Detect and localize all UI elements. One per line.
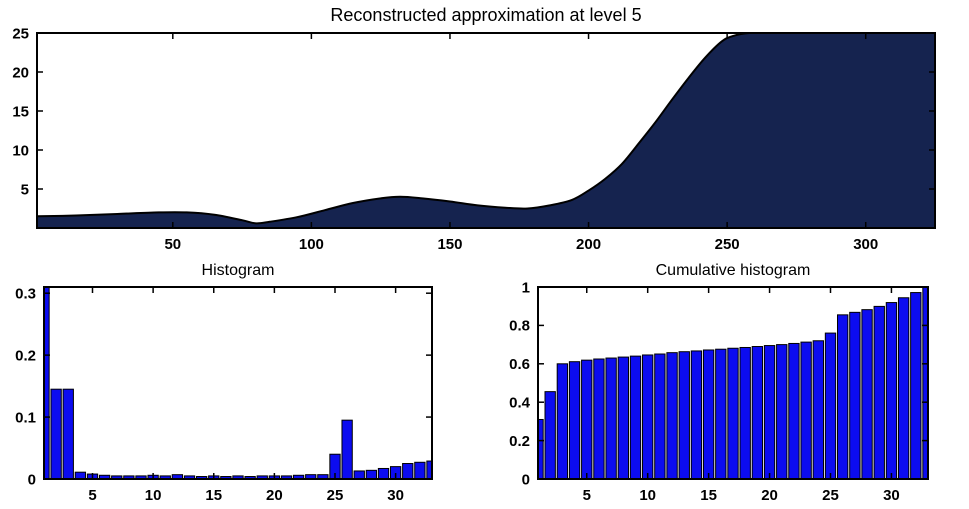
svg-text:0: 0 [522,471,530,488]
svg-text:0.6: 0.6 [509,356,530,373]
svg-text:250: 250 [715,236,740,253]
svg-text:0: 0 [28,471,36,488]
approximation-title: Reconstructed approximation at level 5 [330,5,642,25]
svg-text:0.8: 0.8 [509,318,530,335]
svg-text:200: 200 [576,236,601,253]
svg-text:150: 150 [437,236,462,253]
cumulative-histogram-plot-canvas: 5 10 15 20 25 30 0 0.2 0.4 0.6 0.8 1 [509,279,929,504]
svg-text:5: 5 [88,487,96,504]
svg-text:50: 50 [164,236,181,253]
svg-text:5: 5 [583,487,591,504]
svg-text:15: 15 [700,487,717,504]
svg-text:10: 10 [145,487,162,504]
svg-text:30: 30 [387,487,404,504]
svg-text:5: 5 [21,181,29,198]
svg-text:30: 30 [883,487,900,504]
approximation-plot-canvas: 50 100 150 200 250 300 5 10 15 20 25 [12,25,936,253]
svg-text:10: 10 [639,487,656,504]
svg-text:10: 10 [12,142,29,159]
svg-text:15: 15 [12,103,29,120]
svg-text:0.3: 0.3 [15,285,36,302]
svg-text:20: 20 [761,487,778,504]
histogram-plot-canvas: 5 10 15 20 25 30 0 0.1 0.2 0.3 [15,285,433,504]
svg-text:25: 25 [12,25,29,42]
svg-text:25: 25 [822,487,839,504]
svg-text:0.2: 0.2 [15,347,36,364]
svg-text:20: 20 [12,64,29,81]
svg-text:300: 300 [853,236,878,253]
approximation-chart: Reconstructed approximation at level 5 5… [12,5,936,253]
svg-text:15: 15 [205,487,222,504]
cumulative-histogram-chart: Cumulative histogram 5 10 15 20 25 30 0 0.2 0.4 0… [470,256,969,509]
svg-text:1: 1 [522,279,530,296]
svg-text:0.4: 0.4 [509,394,531,411]
svg-text:25: 25 [327,487,344,504]
svg-text:0.1: 0.1 [15,409,36,426]
svg-text:0.2: 0.2 [509,433,530,450]
svg-text:20: 20 [266,487,283,504]
histogram-chart: Histogram 5 10 15 20 25 30 0 0.1 0.2 0.3 [0,256,470,509]
cumulative-histogram-title: Cumulative histogram [655,262,811,279]
svg-text:100: 100 [299,236,324,253]
histogram-title: Histogram [201,262,275,279]
